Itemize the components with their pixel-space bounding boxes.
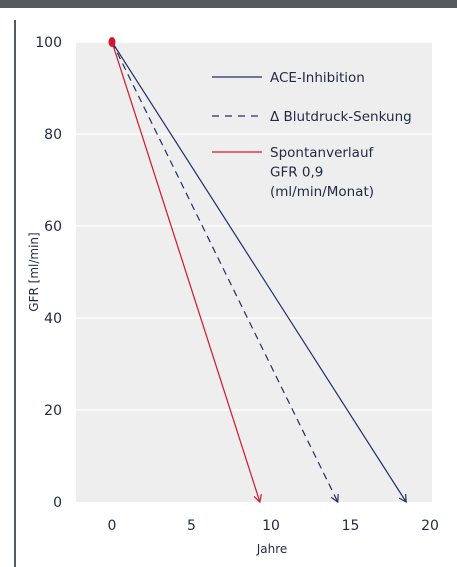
start-point-marker (108, 37, 116, 47)
series-line-1 (111, 41, 339, 503)
y-axis-label: GFR [ml/min] (27, 232, 41, 311)
series-arrowhead-0 (398, 493, 407, 504)
x-tick-label: 15 (342, 518, 360, 534)
series-arrowhead-1 (330, 493, 339, 504)
plot-background (76, 42, 432, 502)
x-tick-label: 20 (421, 518, 439, 534)
y-tick-label: 20 (44, 403, 62, 419)
legend-label: (ml/min/Monat) (270, 184, 374, 200)
series-arrowhead-2 (253, 494, 262, 504)
grid-lines (76, 41, 432, 411)
x-tick-label: 10 (262, 518, 280, 534)
legend: ACE-Inhibition Δ Blutdruck-Senkung Spontan… (212, 70, 412, 200)
left-rule (14, 20, 16, 567)
x-tick-label: 5 (187, 518, 196, 534)
y-tick-label: 40 (44, 311, 62, 327)
legend-label: ACE-Inhibition (270, 70, 365, 86)
x-tick-labels: 0 5 10 15 20 (108, 518, 439, 534)
y-tick-labels: 0 20 40 60 80 100 (35, 35, 62, 511)
top-rule (0, 0, 457, 8)
y-tick-label: 60 (44, 219, 62, 235)
y-tick-label: 100 (35, 35, 62, 51)
x-tick-label: 0 (108, 518, 117, 534)
legend-label: Δ Blutdruck-Senkung (270, 109, 412, 125)
series-line-2 (111, 41, 261, 503)
series-line-0 (111, 41, 407, 503)
x-axis-label: Jahre (256, 542, 288, 556)
legend-label: GFR 0,9 (270, 165, 323, 181)
y-tick-label: 80 (44, 127, 62, 143)
y-tick-label: 0 (53, 495, 62, 511)
series-lines (108, 37, 407, 504)
legend-label: Spontanverlauf (270, 145, 375, 161)
